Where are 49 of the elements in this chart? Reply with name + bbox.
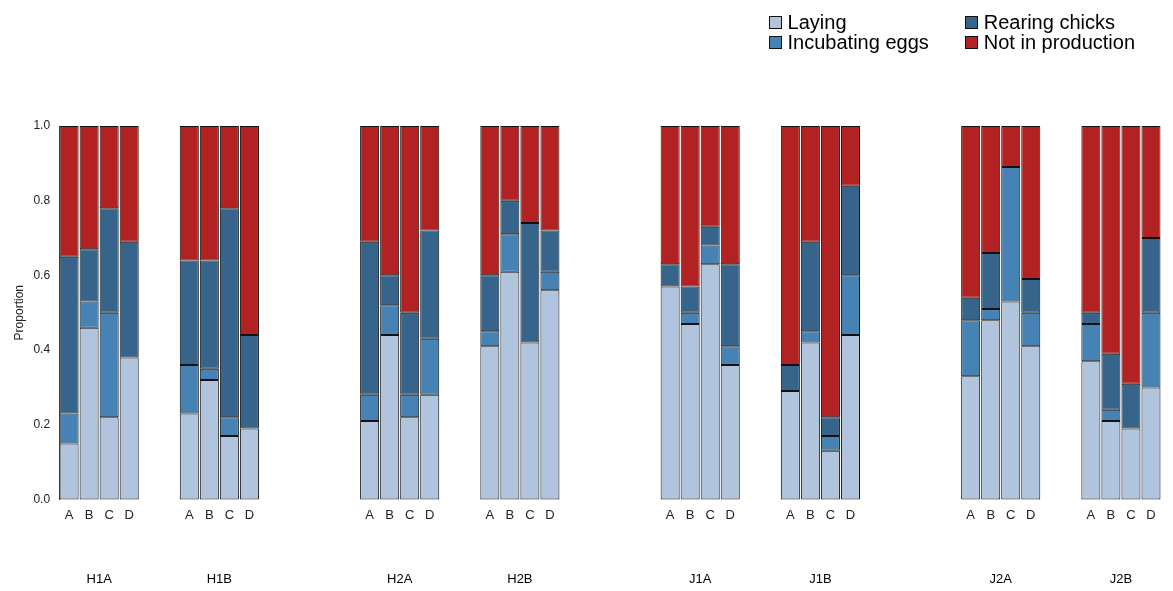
x-tick-label: B: [685, 506, 695, 522]
legend-label: Laying: [787, 11, 847, 33]
y-tick-label: 1.0: [33, 118, 51, 133]
x-tick-label: B: [1106, 506, 1116, 522]
x-tick-label: B: [806, 506, 815, 522]
legend-label: Rearing chicks: [983, 11, 1115, 33]
y-axis-title: Proportion: [11, 285, 26, 341]
text: H2A: [387, 570, 413, 586]
x-tick-label: C: [705, 506, 715, 522]
text: J1A: [688, 570, 712, 586]
y-tick-label: 0.0: [33, 491, 51, 506]
x-tick-label: C: [1126, 506, 1136, 522]
x-tick-label: B: [205, 506, 214, 522]
y-tick-label: 0.8: [33, 192, 51, 207]
text: H1A: [86, 570, 113, 586]
x-tick-label: D: [1026, 506, 1036, 522]
text: J1B: [809, 570, 832, 586]
x-tick-label: D: [244, 506, 255, 522]
x-tick-label: D: [124, 506, 134, 522]
x-tick-label: C: [1006, 506, 1016, 522]
x-tick-label: B: [385, 506, 394, 522]
x-tick-label: A: [786, 506, 796, 522]
x-tick-label: D: [425, 506, 435, 522]
y-tick-label: 0.6: [33, 267, 51, 282]
text: H2B: [507, 570, 533, 586]
x-tick-label: A: [1086, 506, 1096, 522]
x-tick-label: B: [84, 506, 94, 522]
x-tick-label: C: [224, 506, 235, 522]
y-tick-label: 0.4: [33, 342, 51, 357]
y-tick-label: 0.2: [33, 417, 51, 432]
x-tick-label: C: [104, 506, 114, 522]
x-tick-label: A: [966, 506, 976, 522]
x-tick-label: D: [545, 506, 555, 522]
text: J2A: [989, 570, 1013, 586]
x-tick-label: C: [525, 506, 535, 522]
text: J2B: [1109, 570, 1133, 586]
x-tick-label: C: [405, 506, 415, 522]
x-tick-label: C: [825, 506, 836, 522]
text: H1B: [206, 570, 233, 586]
x-tick-label: A: [485, 506, 495, 522]
x-tick-label: D: [725, 506, 735, 522]
x-tick-label: D: [845, 506, 856, 522]
x-tick-label: A: [184, 506, 194, 522]
x-tick-label: A: [665, 506, 675, 522]
x-tick-label: D: [1146, 506, 1156, 522]
x-tick-label: A: [64, 506, 74, 522]
x-tick-label: B: [986, 506, 996, 522]
x-tick-label: A: [365, 506, 375, 522]
x-tick-label: B: [505, 506, 515, 522]
